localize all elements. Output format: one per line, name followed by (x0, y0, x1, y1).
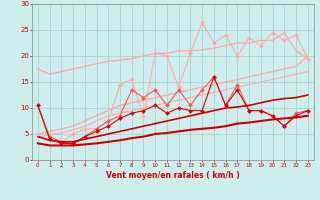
X-axis label: Vent moyen/en rafales ( km/h ): Vent moyen/en rafales ( km/h ) (106, 171, 240, 180)
